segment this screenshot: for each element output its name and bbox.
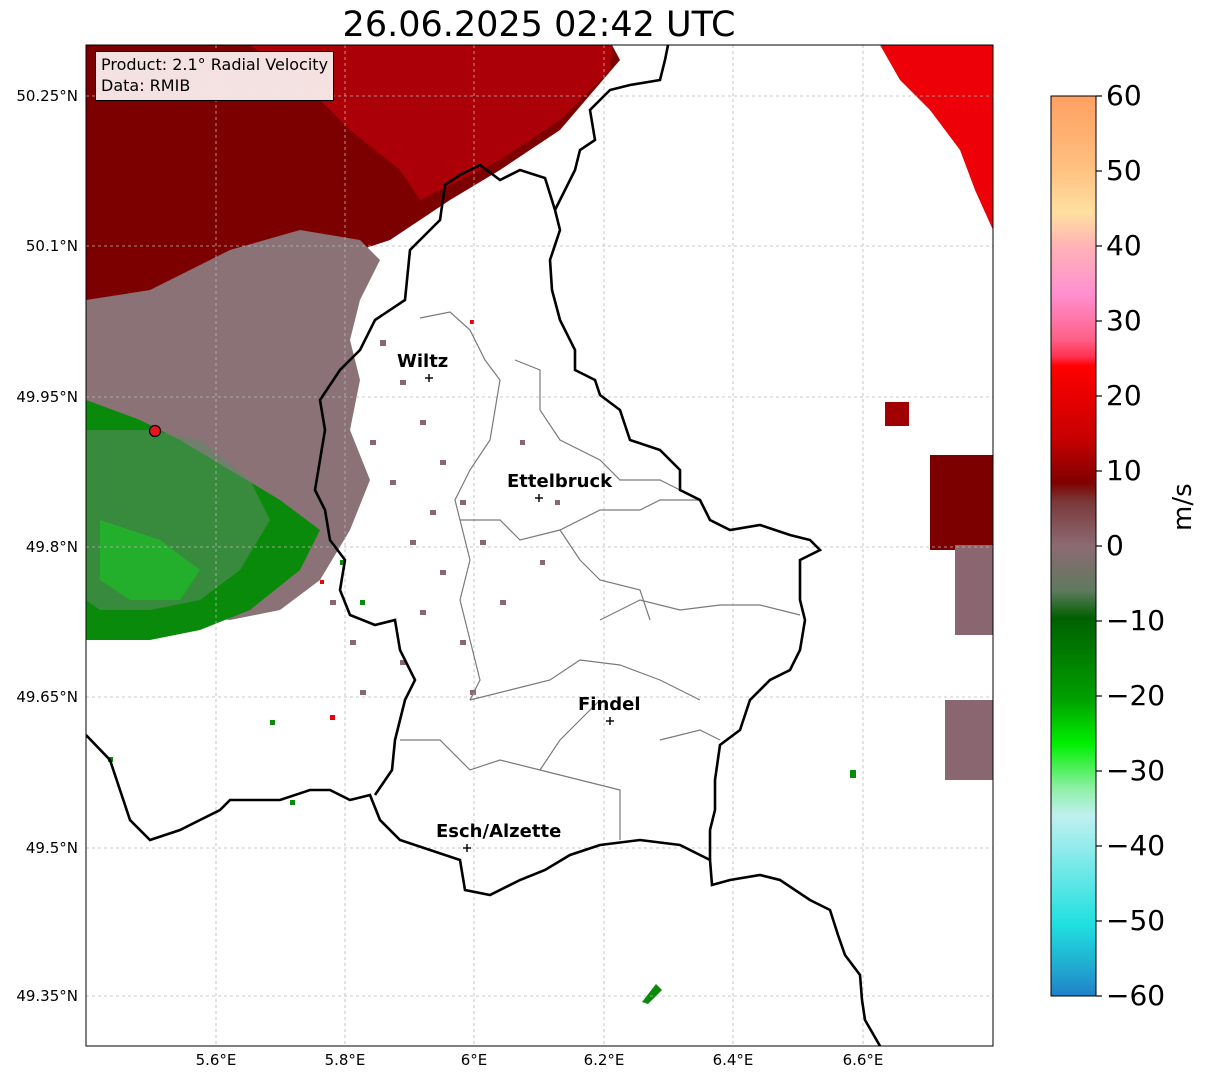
colorbar-tick-label: −20 [1106,679,1166,712]
city-label-findel: Findel [578,694,641,715]
lat-label: 50.25°N [16,87,78,105]
lat-label: 49.65°N [16,688,78,706]
colorbar-tick-label: 30 [1106,304,1142,337]
lat-label: 49.95°N [16,388,78,406]
colorbar-tick-label: 0 [1106,529,1124,562]
colorbar [1050,95,1097,997]
lon-label: 6°E [460,1051,488,1069]
lon-label: 6.4°E [712,1051,754,1069]
colorbar-tick-label: −30 [1106,754,1166,787]
lat-label: 50.1°N [25,237,78,255]
colorbar-tick-label: 10 [1106,454,1142,487]
lon-label: 6.2°E [583,1051,625,1069]
lon-label: 5.8°E [324,1051,366,1069]
country-borders [86,45,882,1046]
product-info-box: Product: 2.1° Radial Velocity Data: RMIB [95,51,335,101]
data-source-label: Data: RMIB [101,76,191,95]
canton-borders [400,311,801,840]
colorbar-tick-label: 20 [1106,379,1142,412]
colorbar-ticks [1096,95,1102,997]
lon-label: 6.6°E [842,1051,884,1069]
colorbar-tick-label: 40 [1106,229,1142,262]
radar-echoes [86,45,993,1004]
lon-label: 5.6°E [195,1051,237,1069]
radar-site-marker [148,424,162,438]
colorbar-tick-label: −40 [1106,829,1166,862]
lat-label: 49.35°N [16,987,78,1005]
colorbar-tick-label: −60 [1106,979,1166,1012]
product-label: Product: 2.1° Radial Velocity [101,55,329,74]
city-label-ettelbruck: Ettelbruck [507,471,613,492]
map-title: 26.06.2025 02:42 UTC [342,5,736,45]
city-label-esch-alzette: Esch/Alzette [436,821,562,842]
lat-label: 49.8°N [25,538,78,556]
plot-frame [85,44,994,1047]
city-label-wiltz: Wiltz [397,351,449,372]
colorbar-tick-label: 60 [1106,79,1142,112]
colorbar-unit-label: m/s [1168,483,1198,531]
colorbar-tick-label: 50 [1106,154,1142,187]
lat-label: 49.5°N [25,839,78,857]
colorbar-tick-label: −50 [1106,904,1166,937]
colorbar-tick-label: −10 [1106,604,1166,637]
city-markers [425,374,614,852]
